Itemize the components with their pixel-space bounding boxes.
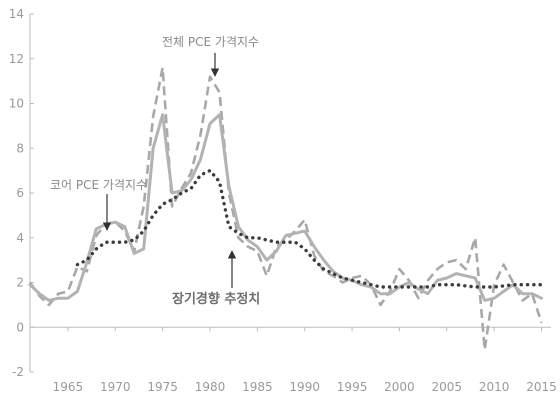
x-tick-label: 2010 bbox=[479, 380, 510, 394]
x-tick-label: 1975 bbox=[147, 380, 178, 394]
y-tick-label: 2 bbox=[16, 276, 24, 290]
x-tick-label: 1985 bbox=[242, 380, 273, 394]
x-tick-label: 1990 bbox=[289, 380, 320, 394]
x-tick-label: 2005 bbox=[432, 380, 463, 394]
y-tick-label: 4 bbox=[16, 231, 24, 245]
y-tick-label: 10 bbox=[9, 97, 24, 111]
x-tick-label: 1965 bbox=[53, 380, 84, 394]
headline-pce-annotation-label: 전체 PCE 가격지수 bbox=[162, 35, 259, 49]
x-tick-label: 1995 bbox=[337, 380, 368, 394]
x-tick-label: 2015 bbox=[526, 380, 557, 394]
y-tick-label: 6 bbox=[16, 186, 24, 200]
core-pce-annotation-label: 코어 PCE 가격지수 bbox=[50, 178, 147, 192]
series-line-dotted bbox=[75, 168, 544, 289]
x-tick-label: 1970 bbox=[100, 380, 131, 394]
x-tick-label: 2000 bbox=[384, 380, 415, 394]
series-line-dashed bbox=[28, 66, 543, 351]
y-tick-label: 12 bbox=[9, 52, 24, 66]
y-tick-label: 14 bbox=[9, 7, 24, 21]
y-tick-label: 0 bbox=[16, 320, 24, 334]
axes: -2 0 2 4 6 8 10 12 14 1965 1970 1975 1980 1985 1990 199… bbox=[9, 7, 557, 394]
x-tick-label: 1980 bbox=[195, 380, 226, 394]
series-line-solid bbox=[28, 113, 543, 302]
trend-annotation-label: 장기경향 추정치 bbox=[172, 291, 260, 307]
annotations: 전체 PCE 가격지수 코어 PCE 가격지수 장기경향 추정치 bbox=[50, 35, 260, 307]
y-tick-label: 8 bbox=[16, 141, 24, 155]
plot-area bbox=[28, 66, 544, 351]
y-tick-label: -2 bbox=[12, 365, 24, 379]
